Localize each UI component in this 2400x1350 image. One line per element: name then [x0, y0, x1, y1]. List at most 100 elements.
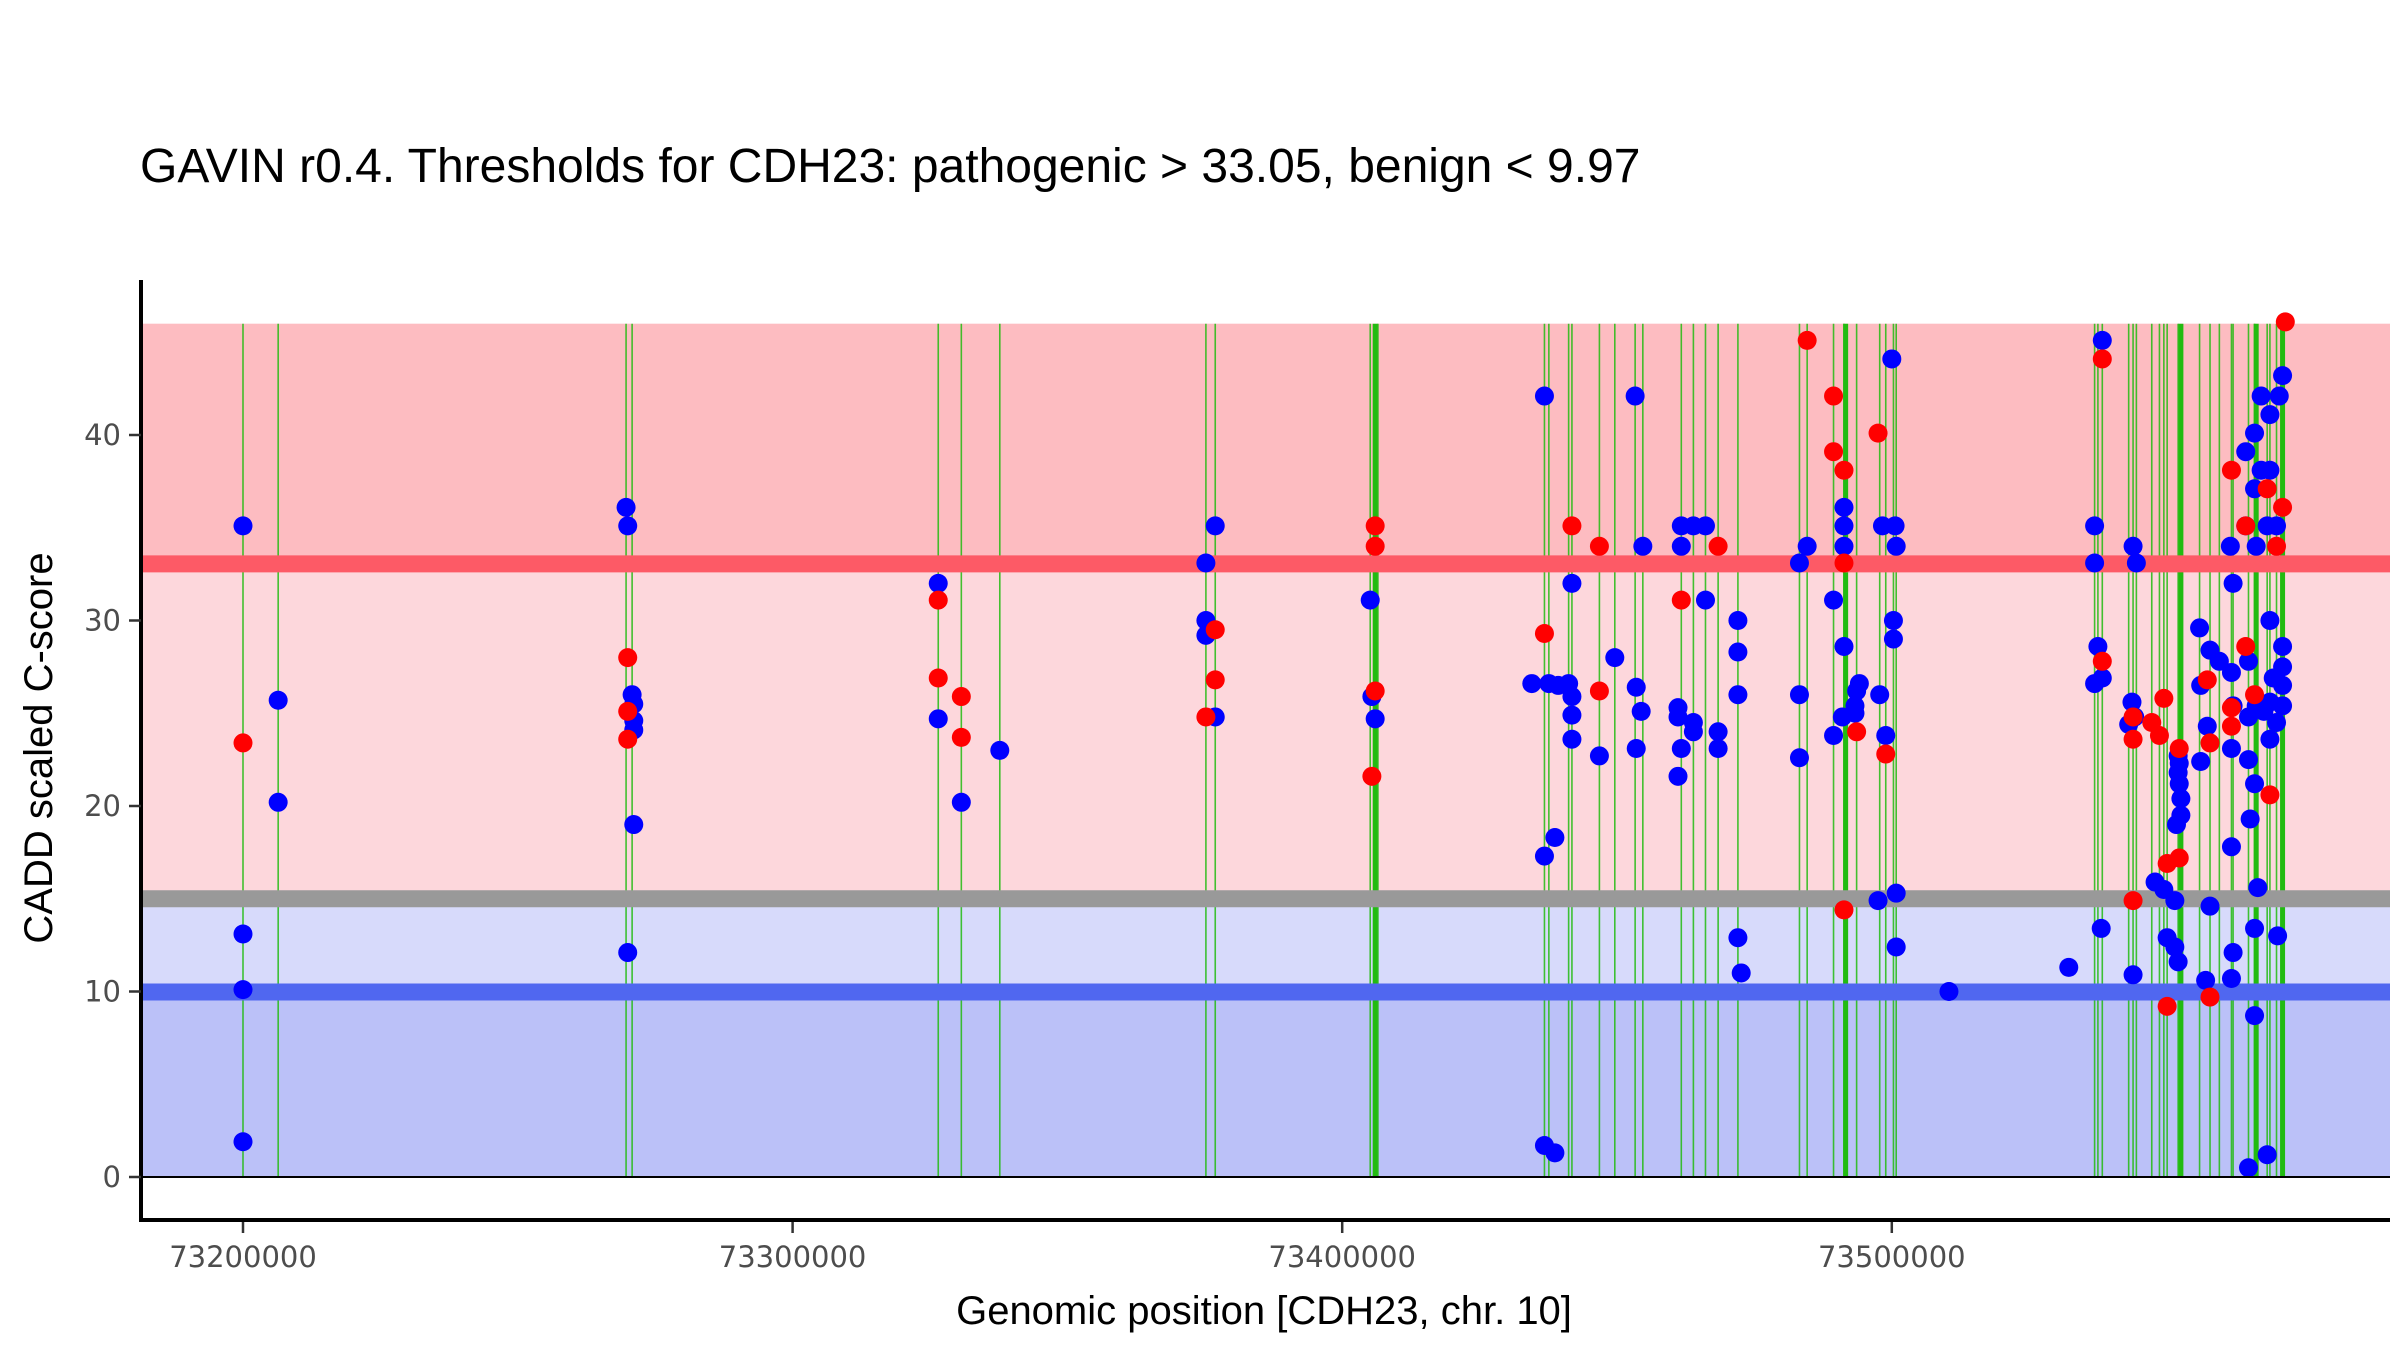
gnomad-point [2092, 330, 2112, 350]
gnomad-point [2240, 809, 2260, 829]
gnomad-point [1205, 516, 1225, 536]
gnomad-point [928, 573, 948, 593]
clinvar-point [1365, 536, 1385, 556]
clinvar-point [951, 687, 971, 707]
x-axis-title: Genomic position [CDH23, chr. 10] [956, 1289, 1572, 1333]
gnomad-point [2092, 668, 2112, 688]
clinvar-point [1362, 766, 1382, 786]
gnomad-point [1728, 611, 1748, 630]
gnomad-point [1671, 536, 1691, 556]
gnomad-point [2196, 970, 2216, 990]
gnomad-point [1545, 828, 1565, 848]
below-fallback-zone [143, 898, 2390, 993]
gnomad-point [2085, 553, 2105, 573]
gnomad-point [618, 943, 638, 963]
gnomad-point [1708, 722, 1728, 742]
clinvar-point [2123, 891, 2143, 911]
gnomad-point [1834, 536, 1854, 556]
clinvar-point [1365, 516, 1385, 536]
y-axis-title: CADD scaled C-score [17, 552, 61, 943]
clinvar-point [1205, 620, 1225, 640]
gnomad-point [2273, 636, 2293, 656]
clinvar-point [2123, 729, 2143, 749]
gnomad-point [1832, 707, 1852, 727]
clinvar-point [1876, 744, 1896, 764]
clinvar-point [2092, 349, 2112, 369]
title-line-1: GAVIN r0.4. Thresholds for CDH23: pathog… [140, 140, 1641, 193]
gnomad-point [2251, 386, 2271, 406]
gnomad-point [2209, 651, 2229, 671]
gnomad-point [1789, 685, 1809, 705]
gnomad-point [2273, 366, 2293, 386]
gnomad-point [2169, 774, 2189, 794]
gnomad-point [2257, 1145, 2277, 1165]
gnomad-point [1789, 553, 1809, 573]
gnomad-point [2273, 696, 2293, 716]
gnomad-point [2221, 969, 2241, 989]
y-axis-ticks: 0 10 20 30 40 [84, 418, 141, 1194]
gnomad-point [1695, 516, 1715, 536]
gnomad-point [1797, 536, 1817, 556]
clinvar-point [2200, 733, 2220, 753]
gnomad-point [2248, 878, 2268, 898]
clinvar-point [2092, 651, 2112, 671]
clinvar-point [2221, 716, 2241, 736]
gnomad-point [2260, 460, 2280, 480]
clinvar-point [2123, 707, 2143, 727]
gnomad-point [951, 792, 971, 812]
y-tick-label: 0 [103, 1160, 121, 1194]
gnomad-point [2245, 423, 2265, 443]
gnomad-point [1728, 928, 1748, 948]
gnomad-point [2245, 918, 2265, 938]
clinvar-point [1205, 670, 1225, 690]
gnomad-point [1939, 982, 1959, 1001]
gnomad-point [2260, 729, 2280, 749]
clinvar-point [2197, 670, 2217, 690]
benign-zone [143, 992, 2390, 1177]
gnomad-point [624, 815, 644, 835]
gnomad-point [2268, 926, 2288, 946]
gnomad-point [2238, 651, 2258, 671]
clinvar-point [618, 701, 638, 721]
clinvar-point [1824, 386, 1844, 406]
clinvar-point [1847, 722, 1867, 742]
clinvar-point [1589, 681, 1609, 701]
clinvar-point [2275, 312, 2295, 332]
clinvar-point [928, 668, 948, 688]
clinvar-point [2221, 460, 2241, 480]
clinvar-point [2273, 497, 2293, 517]
gnomad-point [1883, 629, 1903, 649]
gnomad-point [1885, 516, 1905, 536]
clinvar-point [2169, 738, 2189, 758]
clinvar-point [2157, 996, 2177, 1016]
gnomad-point [1728, 685, 1748, 705]
clinvar-point [1834, 460, 1854, 480]
gnomad-point [1883, 611, 1903, 630]
gnomad-point [1886, 937, 1906, 957]
gnomad-point [1870, 685, 1890, 705]
gnomad-point [618, 516, 638, 536]
clinvar-point [2149, 726, 2169, 746]
gnomad-point [268, 690, 288, 710]
clinvar-point [2154, 688, 2174, 708]
clinvar-point [1196, 707, 1216, 727]
clinvar-point [2236, 636, 2256, 656]
gnomad-point [2223, 573, 2243, 593]
gnomad-point [2190, 618, 2210, 638]
clinvar-point [1834, 900, 1854, 920]
x-axis-ticks: 73200000 73300000 73400000 73500000 [169, 1222, 1966, 1274]
y-tick-label: 40 [84, 418, 121, 452]
gnomad-point [2165, 937, 2185, 957]
gnomad-point [233, 924, 253, 944]
gnomad-point [1633, 536, 1653, 556]
gnomad-point [2220, 536, 2240, 556]
gnomad-point [1834, 516, 1854, 536]
gnomad-point [990, 740, 1010, 760]
gnomad-point [2236, 442, 2256, 462]
y-tick-label: 30 [84, 604, 121, 638]
gnomad-point [233, 980, 253, 1000]
gnomad-point [268, 792, 288, 812]
clinvar-point [2257, 479, 2277, 499]
gnomad-point [1671, 738, 1691, 758]
gnomad-point [1534, 846, 1554, 866]
